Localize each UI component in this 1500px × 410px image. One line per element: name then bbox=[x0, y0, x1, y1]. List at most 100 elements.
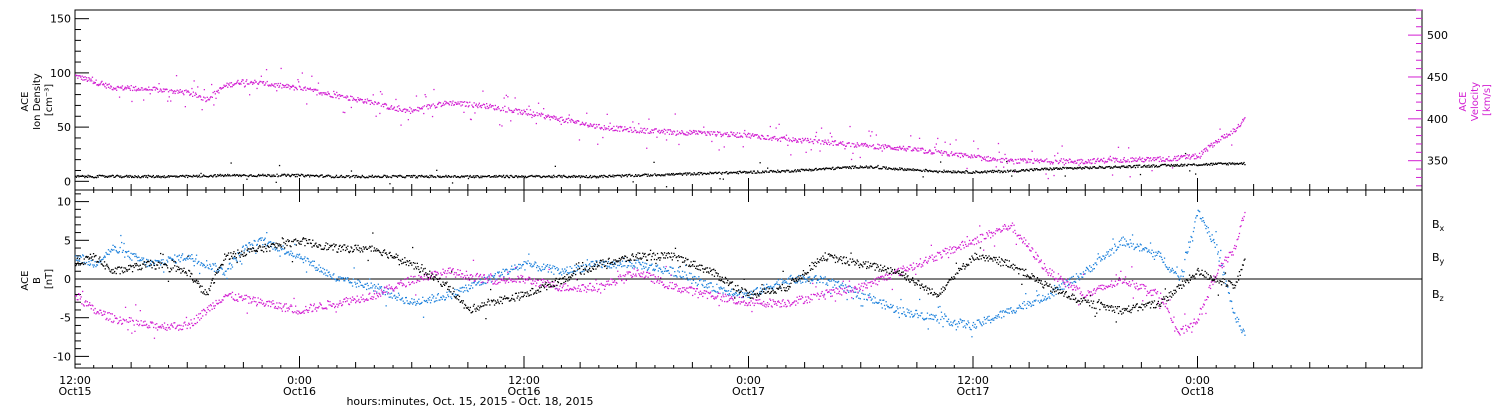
data-point bbox=[953, 153, 955, 155]
data-point bbox=[620, 263, 622, 265]
data-point bbox=[89, 80, 91, 82]
data-point bbox=[251, 301, 253, 303]
data-point bbox=[142, 89, 144, 91]
data-point bbox=[376, 176, 378, 178]
data-point bbox=[628, 130, 630, 133]
data-point bbox=[843, 166, 845, 169]
data-point bbox=[912, 148, 914, 151]
data-point bbox=[856, 295, 858, 297]
data-point bbox=[923, 169, 925, 171]
data-point bbox=[94, 82, 96, 84]
data-point bbox=[586, 176, 588, 179]
top-left-tick-label: 0 bbox=[64, 175, 71, 188]
data-point bbox=[623, 128, 625, 131]
data-point bbox=[194, 175, 196, 177]
data-point bbox=[977, 171, 979, 174]
data-point bbox=[377, 101, 379, 104]
data-point bbox=[1014, 312, 1017, 314]
data-point bbox=[1170, 269, 1172, 271]
data-point bbox=[358, 99, 360, 102]
data-point bbox=[1009, 170, 1011, 172]
data-point bbox=[861, 142, 863, 145]
data-point bbox=[1028, 158, 1030, 161]
data-point bbox=[149, 175, 151, 177]
data-point bbox=[1129, 239, 1131, 241]
data-point bbox=[202, 263, 205, 265]
data-point bbox=[415, 303, 418, 305]
data-point bbox=[172, 175, 174, 178]
data-point bbox=[146, 258, 148, 261]
data-point bbox=[1043, 298, 1046, 300]
data-point bbox=[90, 176, 93, 178]
data-point bbox=[202, 308, 205, 311]
data-point bbox=[730, 131, 732, 133]
data-point bbox=[88, 78, 91, 80]
data-point bbox=[225, 295, 227, 297]
data-point bbox=[736, 171, 739, 173]
data-point bbox=[736, 136, 738, 138]
data-point bbox=[1178, 276, 1180, 278]
data-point bbox=[1189, 158, 1191, 160]
data-point bbox=[273, 175, 276, 177]
data-point bbox=[744, 133, 747, 136]
data-point bbox=[459, 101, 461, 103]
data-point bbox=[970, 157, 972, 159]
data-point bbox=[996, 317, 998, 319]
data-point bbox=[1119, 161, 1121, 163]
data-point bbox=[1183, 271, 1185, 273]
data-point bbox=[408, 303, 411, 305]
data-point bbox=[347, 96, 349, 98]
data-point bbox=[743, 132, 745, 134]
data-point bbox=[813, 139, 815, 141]
data-point bbox=[700, 172, 702, 174]
data-point bbox=[735, 171, 737, 173]
data-point bbox=[755, 134, 757, 136]
data-point bbox=[1132, 160, 1134, 162]
data-point bbox=[531, 116, 533, 119]
data-point bbox=[94, 261, 96, 263]
data-point bbox=[898, 316, 900, 319]
data-point bbox=[205, 266, 207, 268]
data-point bbox=[819, 281, 821, 283]
data-point bbox=[341, 277, 344, 280]
data-point bbox=[551, 116, 553, 118]
data-point bbox=[624, 128, 627, 131]
data-point bbox=[83, 261, 85, 264]
data-point bbox=[645, 129, 647, 131]
data-point bbox=[81, 303, 83, 305]
data-point bbox=[1039, 169, 1041, 171]
data-point bbox=[510, 174, 512, 177]
data-point bbox=[224, 294, 227, 296]
data-point bbox=[685, 172, 687, 174]
data-point bbox=[1209, 164, 1211, 166]
data-point bbox=[266, 300, 269, 303]
data-point bbox=[245, 244, 248, 246]
data-point bbox=[1142, 161, 1144, 163]
data-point bbox=[431, 115, 434, 118]
data-point bbox=[330, 96, 332, 98]
data-point bbox=[305, 309, 308, 311]
data-point bbox=[301, 311, 303, 314]
data-point bbox=[750, 135, 752, 137]
data-point bbox=[1120, 166, 1122, 168]
data-point bbox=[607, 128, 609, 130]
data-point bbox=[369, 287, 372, 289]
data-point bbox=[736, 132, 739, 134]
data-point bbox=[235, 299, 237, 301]
data-point bbox=[529, 265, 532, 267]
data-point bbox=[1066, 160, 1068, 162]
data-point bbox=[421, 175, 424, 177]
data-point bbox=[1117, 246, 1119, 248]
data-point bbox=[643, 267, 645, 269]
data-point bbox=[720, 287, 723, 289]
data-point bbox=[475, 104, 477, 107]
data-point bbox=[1144, 160, 1147, 162]
data-point bbox=[214, 174, 216, 176]
data-point bbox=[991, 171, 993, 173]
data-point bbox=[588, 124, 590, 127]
data-point bbox=[377, 283, 379, 285]
data-point bbox=[742, 171, 745, 173]
data-point bbox=[772, 171, 774, 173]
data-point bbox=[465, 284, 467, 286]
data-point bbox=[951, 151, 953, 153]
